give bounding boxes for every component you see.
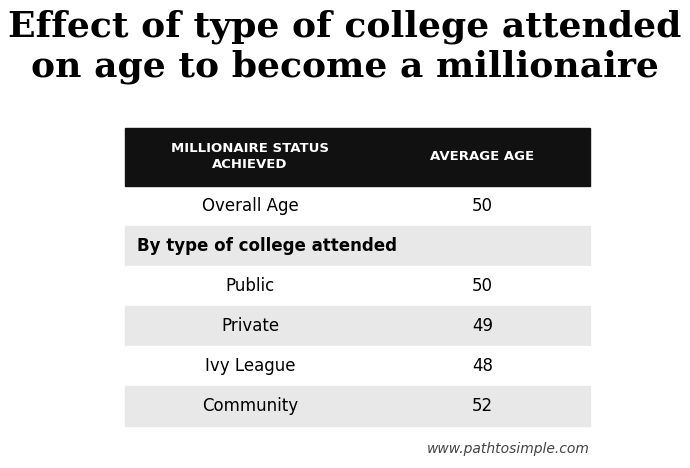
Text: www.pathtosimple.com: www.pathtosimple.com <box>427 442 590 456</box>
Text: 50: 50 <box>472 277 493 295</box>
Text: Community: Community <box>202 397 298 415</box>
Text: Overall Age: Overall Age <box>201 197 298 215</box>
Text: Private: Private <box>221 317 279 335</box>
Bar <box>125 128 590 186</box>
Bar <box>125 226 590 266</box>
Text: 49: 49 <box>472 317 493 335</box>
Text: Public: Public <box>226 277 275 295</box>
Text: 48: 48 <box>472 357 493 375</box>
Text: 52: 52 <box>472 397 493 415</box>
Text: AVERAGE AGE: AVERAGE AGE <box>431 151 535 163</box>
Text: MILLIONAIRE STATUS
ACHIEVED: MILLIONAIRE STATUS ACHIEVED <box>171 142 329 171</box>
Text: Effect of type of college attended
on age to become a millionaire: Effect of type of college attended on ag… <box>8 10 682 84</box>
Text: 50: 50 <box>472 197 493 215</box>
Bar <box>125 306 590 346</box>
Bar <box>125 266 590 306</box>
Text: By type of college attended: By type of college attended <box>137 237 397 255</box>
Bar <box>125 346 590 386</box>
Bar <box>125 386 590 426</box>
Text: Ivy League: Ivy League <box>205 357 295 375</box>
Bar <box>125 186 590 226</box>
